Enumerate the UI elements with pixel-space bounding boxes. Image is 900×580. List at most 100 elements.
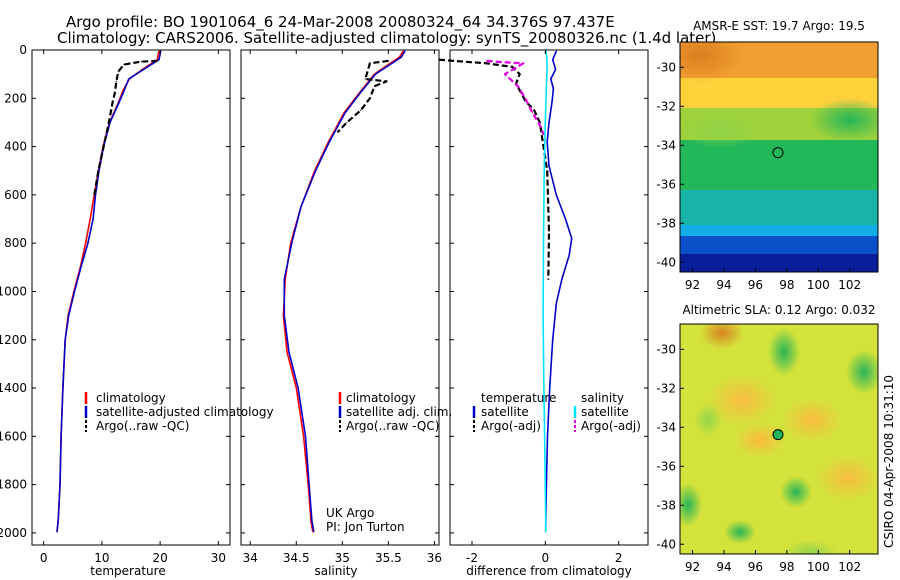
sla-axes-box	[679, 323, 879, 555]
title-line-2: Climatology: CARS2006. Satellite-adjuste…	[57, 29, 716, 48]
temperature-marks	[56, 50, 162, 533]
series-point	[346, 121, 348, 124]
x-tick-label: 92	[685, 560, 700, 574]
annotation-pi: PI: Jon Turton	[326, 520, 405, 534]
x-tick-label: 36	[427, 551, 442, 565]
series-line	[282, 50, 404, 532]
x-tick-label: 0	[542, 551, 550, 565]
sst-field	[680, 42, 878, 272]
series-line	[283, 50, 406, 532]
sst-warm-patch	[680, 42, 745, 83]
sla-ticks: 92 94 96 98 100 102 -30 -32 -34 -36 -38 -40	[656, 342, 861, 574]
series-point	[115, 80, 118, 82]
y-tick-label: -40	[656, 255, 676, 269]
sst-map: AMSR-E SST: 19.7 Argo: 19.5 92 94 96 98 100 1…	[656, 19, 879, 292]
x-tick-label: 20	[152, 551, 167, 565]
legend-temp-satellite-label: satellite	[481, 405, 529, 419]
difference-marks	[438, 50, 573, 533]
legend-climatology-label: climatology	[96, 391, 166, 405]
x-tick-label: 10	[94, 551, 109, 565]
salinity-axes-box	[240, 49, 440, 546]
sla-low-2	[846, 350, 878, 394]
y-tick-label: 800	[4, 236, 27, 250]
difference-axes-box	[449, 49, 649, 546]
sla-low-7	[694, 402, 722, 438]
sla-map: Altimetric SLA: 0.12 Argo: 0.032 92 94 96 9…	[656, 303, 879, 574]
x-tick-label: 0	[40, 551, 48, 565]
legend-satellite-label: satellite adj. clim.	[346, 405, 452, 419]
legend-temperature-heading: temperature	[481, 391, 556, 405]
salinity-marks	[282, 50, 406, 533]
y-tick-label: -36	[656, 459, 676, 473]
x-tick-label: 94	[716, 278, 731, 292]
y-tick-label: 1800	[0, 478, 27, 492]
series-point	[548, 230, 550, 232]
series-line	[56, 51, 162, 532]
series-point	[531, 112, 534, 114]
series-line	[544, 50, 573, 532]
x-tick-label: 94	[716, 560, 731, 574]
sla-low-5	[724, 520, 756, 544]
x-tick-label: 98	[779, 278, 794, 292]
y-tick-label: -34	[656, 138, 676, 152]
legend-salinity-heading: salinity	[581, 391, 624, 405]
sla-low-3	[680, 483, 702, 527]
sst-green-intrusion	[810, 98, 878, 142]
x-tick-label: 96	[748, 560, 763, 574]
y-tick-label: -36	[656, 177, 676, 191]
x-tick-label: 102	[838, 560, 861, 574]
series-line	[542, 51, 548, 532]
y-tick-label: 1400	[0, 381, 27, 395]
sst-ticks: 92 94 96 98 100 102 -30 -32 -34 -36 -38 -40	[656, 60, 861, 292]
y-tick-label: 2000	[0, 526, 27, 540]
sla-field	[680, 324, 878, 554]
sst-band-darkblue	[680, 254, 878, 272]
sla-low-6	[782, 540, 838, 554]
y-tick-label: 1200	[0, 333, 27, 347]
x-tick-label: 96	[748, 278, 763, 292]
sla-low-1	[768, 328, 800, 376]
sla-high-2	[708, 374, 776, 426]
x-tick-label: 35	[335, 551, 350, 565]
x-tick-label: 98	[779, 560, 794, 574]
y-tick-label: -38	[656, 498, 676, 512]
y-tick-label: -30	[656, 342, 676, 356]
sst-lightgreen-patch	[680, 112, 760, 148]
sla-high-5	[734, 422, 786, 458]
temperature-axes-box	[31, 49, 231, 546]
sla-low-4	[780, 476, 812, 508]
x-tick-label: 102	[838, 278, 861, 292]
legend-temp-argo-label: Argo(-adj)	[481, 419, 541, 433]
series-point	[364, 78, 366, 80]
x-tick-label: 30	[211, 551, 226, 565]
legend-climatology-label: climatology	[346, 391, 416, 405]
legend-argo-label: Argo(..raw -QC)	[346, 419, 439, 433]
sst-band-teal	[680, 190, 878, 230]
sst-band-blue	[680, 236, 878, 256]
series-point	[117, 71, 119, 73]
y-tick-label: -38	[656, 216, 676, 230]
y-tick-label: -32	[656, 381, 676, 395]
temperature-xlabel: temperature	[90, 564, 165, 578]
legend-satellite-label: satellite-adjusted climatology	[96, 405, 274, 419]
x-tick-label: 35.5	[375, 551, 402, 565]
x-tick-label: 2	[615, 551, 623, 565]
sst-axes-box	[679, 41, 879, 273]
sst-argo-marker	[772, 147, 784, 159]
salinity-legend: climatology satellite adj. clim. Argo(..…	[338, 391, 452, 433]
salinity-xlabel: salinity	[314, 564, 357, 578]
difference-legend: temperature satellite Argo(-adj) salinit…	[472, 391, 641, 433]
csiro-stamp: CSIRO 04-Apr-2008 10:31:10	[882, 375, 896, 548]
x-tick-label: 34	[243, 551, 258, 565]
sst-map-title: AMSR-E SST: 19.7 Argo: 19.5	[693, 19, 865, 33]
y-tick-label: -32	[656, 99, 676, 113]
y-tick-label: 1600	[0, 429, 27, 443]
annotation-uk-argo: UK Argo	[326, 506, 374, 520]
y-tick-label: -34	[656, 420, 676, 434]
series-point	[123, 63, 125, 66]
sla-high-4	[816, 456, 878, 500]
series-line	[336, 59, 389, 133]
y-tick-label: 200	[4, 91, 27, 105]
series-line	[93, 59, 158, 196]
